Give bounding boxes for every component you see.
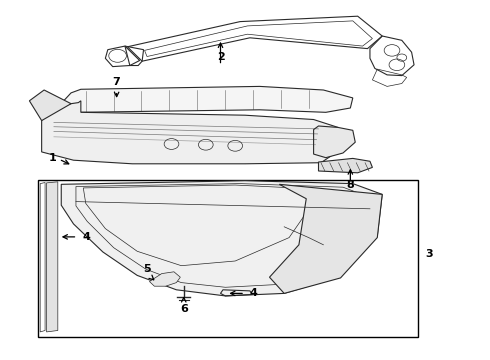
Polygon shape xyxy=(149,272,180,286)
Polygon shape xyxy=(64,86,353,112)
Polygon shape xyxy=(42,101,338,164)
Polygon shape xyxy=(53,101,64,112)
Polygon shape xyxy=(29,90,71,121)
Text: 6: 6 xyxy=(180,304,188,314)
Text: 3: 3 xyxy=(425,249,433,259)
Text: 1: 1 xyxy=(49,153,57,163)
Text: 7: 7 xyxy=(113,77,121,87)
Text: 4: 4 xyxy=(250,288,258,298)
Text: 4: 4 xyxy=(82,232,90,242)
Polygon shape xyxy=(314,126,355,158)
Text: 8: 8 xyxy=(346,180,354,190)
Polygon shape xyxy=(318,158,372,173)
Text: 2: 2 xyxy=(217,52,224,62)
Bar xyxy=(38,180,418,337)
Polygon shape xyxy=(61,181,382,296)
Polygon shape xyxy=(47,182,58,332)
Polygon shape xyxy=(270,184,382,293)
Text: 5: 5 xyxy=(143,264,151,274)
